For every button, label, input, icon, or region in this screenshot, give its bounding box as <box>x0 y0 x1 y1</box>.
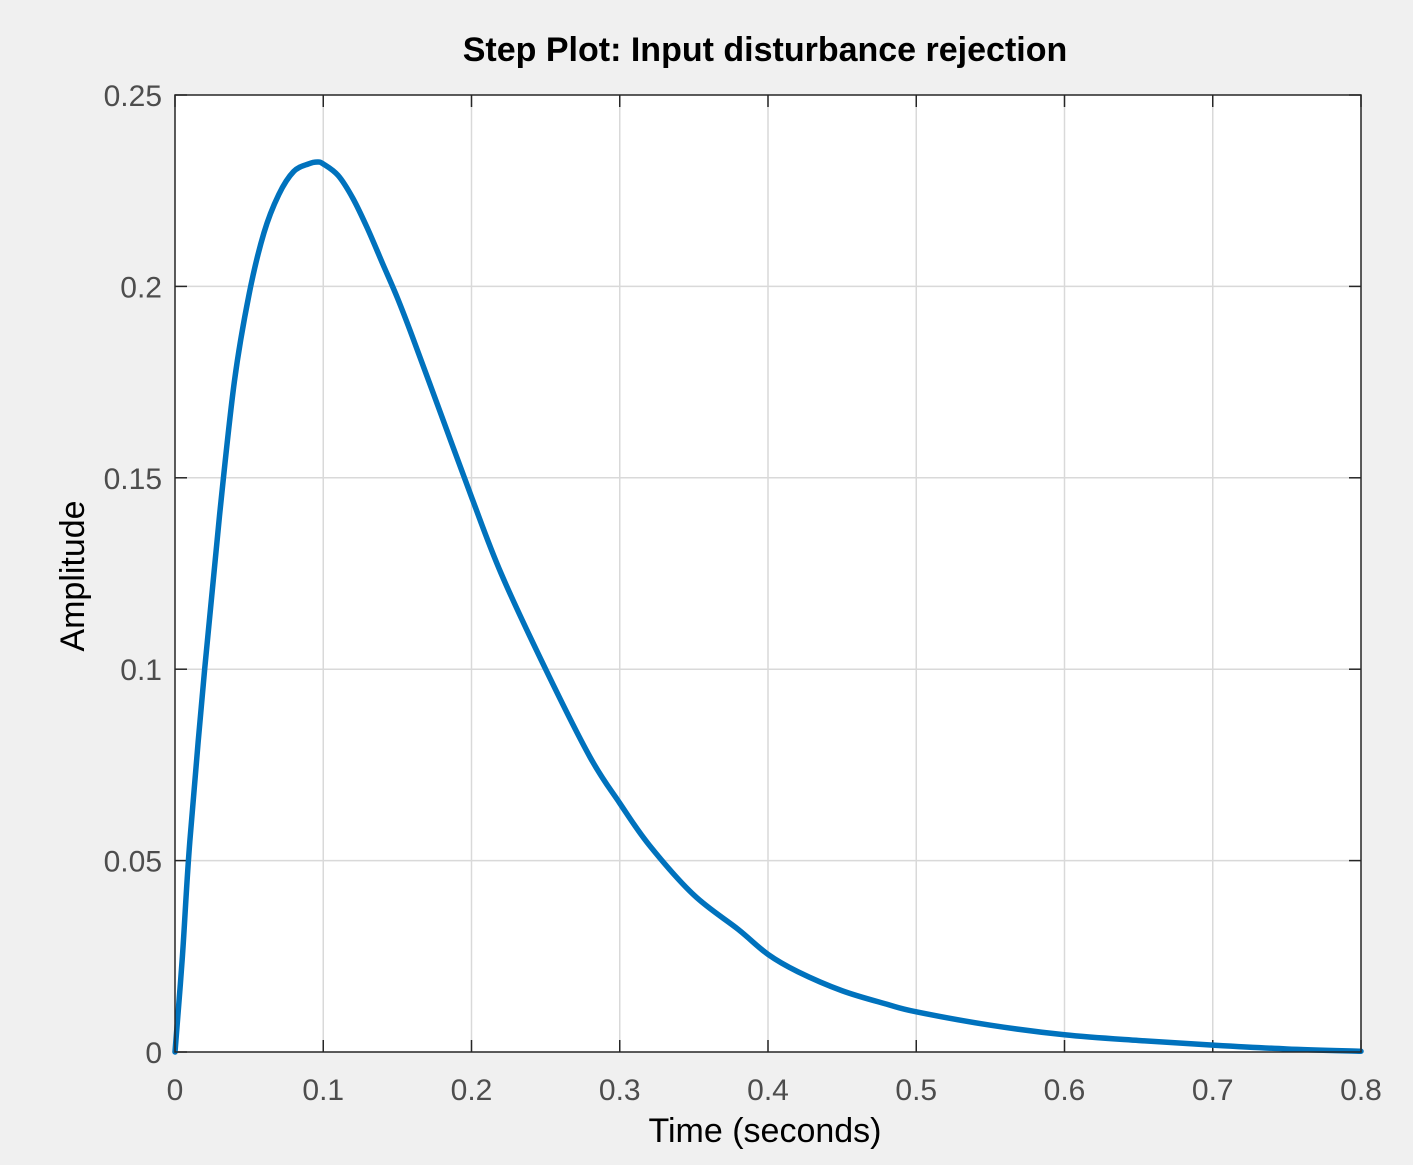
x-tick-labels: 0 0.1 0.2 0.3 0.4 0.5 0.6 0.7 0.8 <box>167 1074 1382 1107</box>
x-tick-label: 0.5 <box>895 1074 937 1107</box>
y-tick-label: 0.15 <box>104 463 162 496</box>
y-tick-label: 0.2 <box>120 271 162 304</box>
grid <box>175 95 1361 1052</box>
x-tick-label: 0.8 <box>1340 1074 1382 1107</box>
y-tick-label: 0.25 <box>104 80 162 113</box>
x-tick-label: 0 <box>167 1074 184 1107</box>
y-tick-label: 0 <box>145 1037 162 1070</box>
x-tick-label: 0.1 <box>302 1074 344 1107</box>
y-tick-label: 0.05 <box>104 846 162 879</box>
y-tick-labels: 0 0.05 0.1 0.15 0.2 0.25 <box>104 80 162 1070</box>
x-tick-label: 0.7 <box>1192 1074 1234 1107</box>
y-axis-label: Amplitude <box>54 500 92 651</box>
x-axis-label: Time (seconds) <box>648 1112 881 1150</box>
series-line-0 <box>172 159 1364 1055</box>
x-tick-label: 0.2 <box>451 1074 493 1107</box>
series-layer <box>172 159 1364 1055</box>
x-tick-label: 0.6 <box>1044 1074 1086 1107</box>
axes-box <box>174 94 1362 1053</box>
x-tick-label: 0.4 <box>747 1074 789 1107</box>
chart-title: Step Plot: Input disturbance rejection <box>463 31 1068 69</box>
x-tick-label: 0.3 <box>599 1074 641 1107</box>
y-tick-label: 0.1 <box>120 654 162 687</box>
